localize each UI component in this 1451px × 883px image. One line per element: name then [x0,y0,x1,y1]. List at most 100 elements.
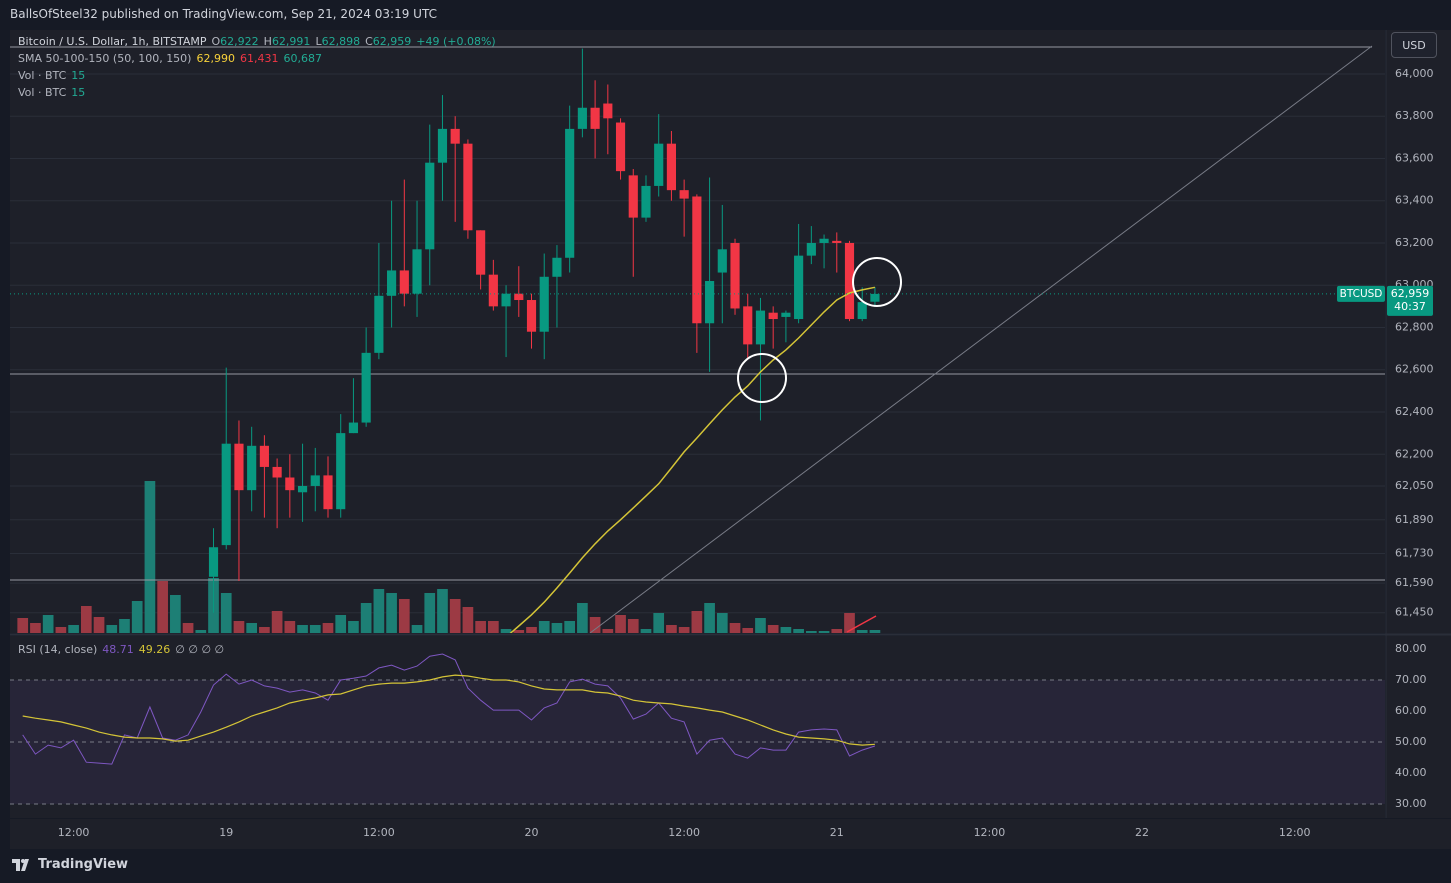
volume-bar [220,593,232,633]
candle-body [297,485,308,493]
candle-body [247,445,257,491]
y-tick-label: 62,800 [1395,320,1434,333]
candle-body [488,274,498,307]
volume-bar [462,607,474,633]
volume-bar [602,629,614,633]
candle-body [208,547,219,577]
y-tick-label: 62,200 [1395,447,1434,460]
candle-body [336,433,346,510]
sma-line [509,286,876,633]
volume-bar [755,618,766,633]
candle-body [794,255,804,320]
candle-body [234,443,244,491]
highlight-circle [852,257,902,307]
price-tag [1387,285,1433,316]
ohlc-item: L62,898 [315,35,360,49]
volume-value: 15 [71,86,86,99]
volume-bar [373,589,385,633]
candle-body [870,293,880,302]
x-tick-label: 12:00 [363,826,395,839]
volume-bar [119,619,130,633]
rsi-tick-label: 80.00 [1395,642,1427,655]
legend-text: Vol · BTC [18,86,67,99]
candle-body [857,302,867,320]
y-tick-label: 63,200 [1395,236,1434,249]
candle-body [577,107,587,129]
y-tick-label: 61,590 [1395,576,1434,589]
volume-bar [577,603,588,633]
x-tick-label: 12:00 [668,826,700,839]
ohlc-item: C62,959 [365,35,411,49]
candle-body [539,276,549,332]
volume-bar [80,606,92,633]
candle-body [501,293,511,307]
time-axis [10,819,1451,849]
candle-body [806,242,816,256]
candle-body [463,143,473,231]
x-tick-label: 12:00 [58,826,90,839]
legend-main: Bitcoin / U.S. Dollar, 1h, BITSTAMP O62,9… [18,35,496,49]
volume-bar [627,619,639,633]
x-tick-label: 12:00 [974,826,1006,839]
volume-bar [449,599,461,633]
rsi-tick-label: 60.00 [1395,704,1427,717]
rsi-line [22,674,875,746]
candle-body [844,242,855,320]
candle-body [399,270,409,294]
x-tick-label: 22 [1135,826,1149,839]
candle-body [285,477,295,491]
candle-body [781,312,791,317]
legend-text: RSI (14, close) [18,643,98,656]
volume-bar [742,628,754,633]
candle-body [425,162,435,250]
volume-bar [704,603,715,633]
y-tick-label: 62,600 [1395,363,1434,376]
candle-body [272,466,282,478]
volume-bar [589,617,601,633]
candle-body [323,475,333,510]
candle-body [768,312,778,320]
rsi-tick-label: 50.00 [1395,735,1427,748]
y-tick-label: 64,000 [1395,67,1434,80]
volume-bar [42,615,54,633]
candles [10,48,1385,633]
rsi [10,653,1385,805]
legend-text: SMA 50-100-150 (50, 100, 150) [18,52,192,65]
volume-bar [297,625,308,633]
candle-body [679,190,689,199]
volume-bar [653,613,665,633]
legend-sma: SMA 50-100-150 (50, 100, 150) 62,990 61,43… [18,52,322,66]
price-axis [1386,30,1451,818]
volume-bar [17,618,29,633]
candle-body [615,122,626,172]
legend-text: Bitcoin / U.S. Dollar, 1h, BITSTAMP [18,35,207,48]
volume-bar [360,603,372,633]
volume-bar [437,589,448,633]
candle-body [514,293,524,301]
symbol-tag-text: BTCUSD [1340,288,1383,300]
x-tick-label: 19 [219,826,233,839]
candle-body [743,306,753,345]
volume-bar [195,630,207,633]
candle-body [755,310,766,345]
candle-body [692,196,702,324]
volume-bar [869,630,881,633]
ohlc-value: 62,898 [321,35,361,48]
y-tick-label: 62,400 [1395,405,1434,418]
candle-body [259,445,269,467]
candle-body [476,230,486,275]
legend-vol: Vol · BTC 15 [18,86,85,100]
rsi-pane [10,636,1385,818]
volume-bar [144,481,156,633]
candle-body [603,103,613,119]
volume-bar [93,617,105,633]
volume-bar [271,611,283,633]
ohlc-value: 62,959 [372,35,412,48]
volume-bar [780,627,792,633]
legend-text: ∅ ∅ ∅ ∅ [175,643,225,656]
x-tick-label: 20 [525,826,539,839]
currency-button[interactable]: USD [1391,32,1437,58]
volume-bar [831,629,843,633]
y-tick-label: 61,730 [1395,547,1434,560]
